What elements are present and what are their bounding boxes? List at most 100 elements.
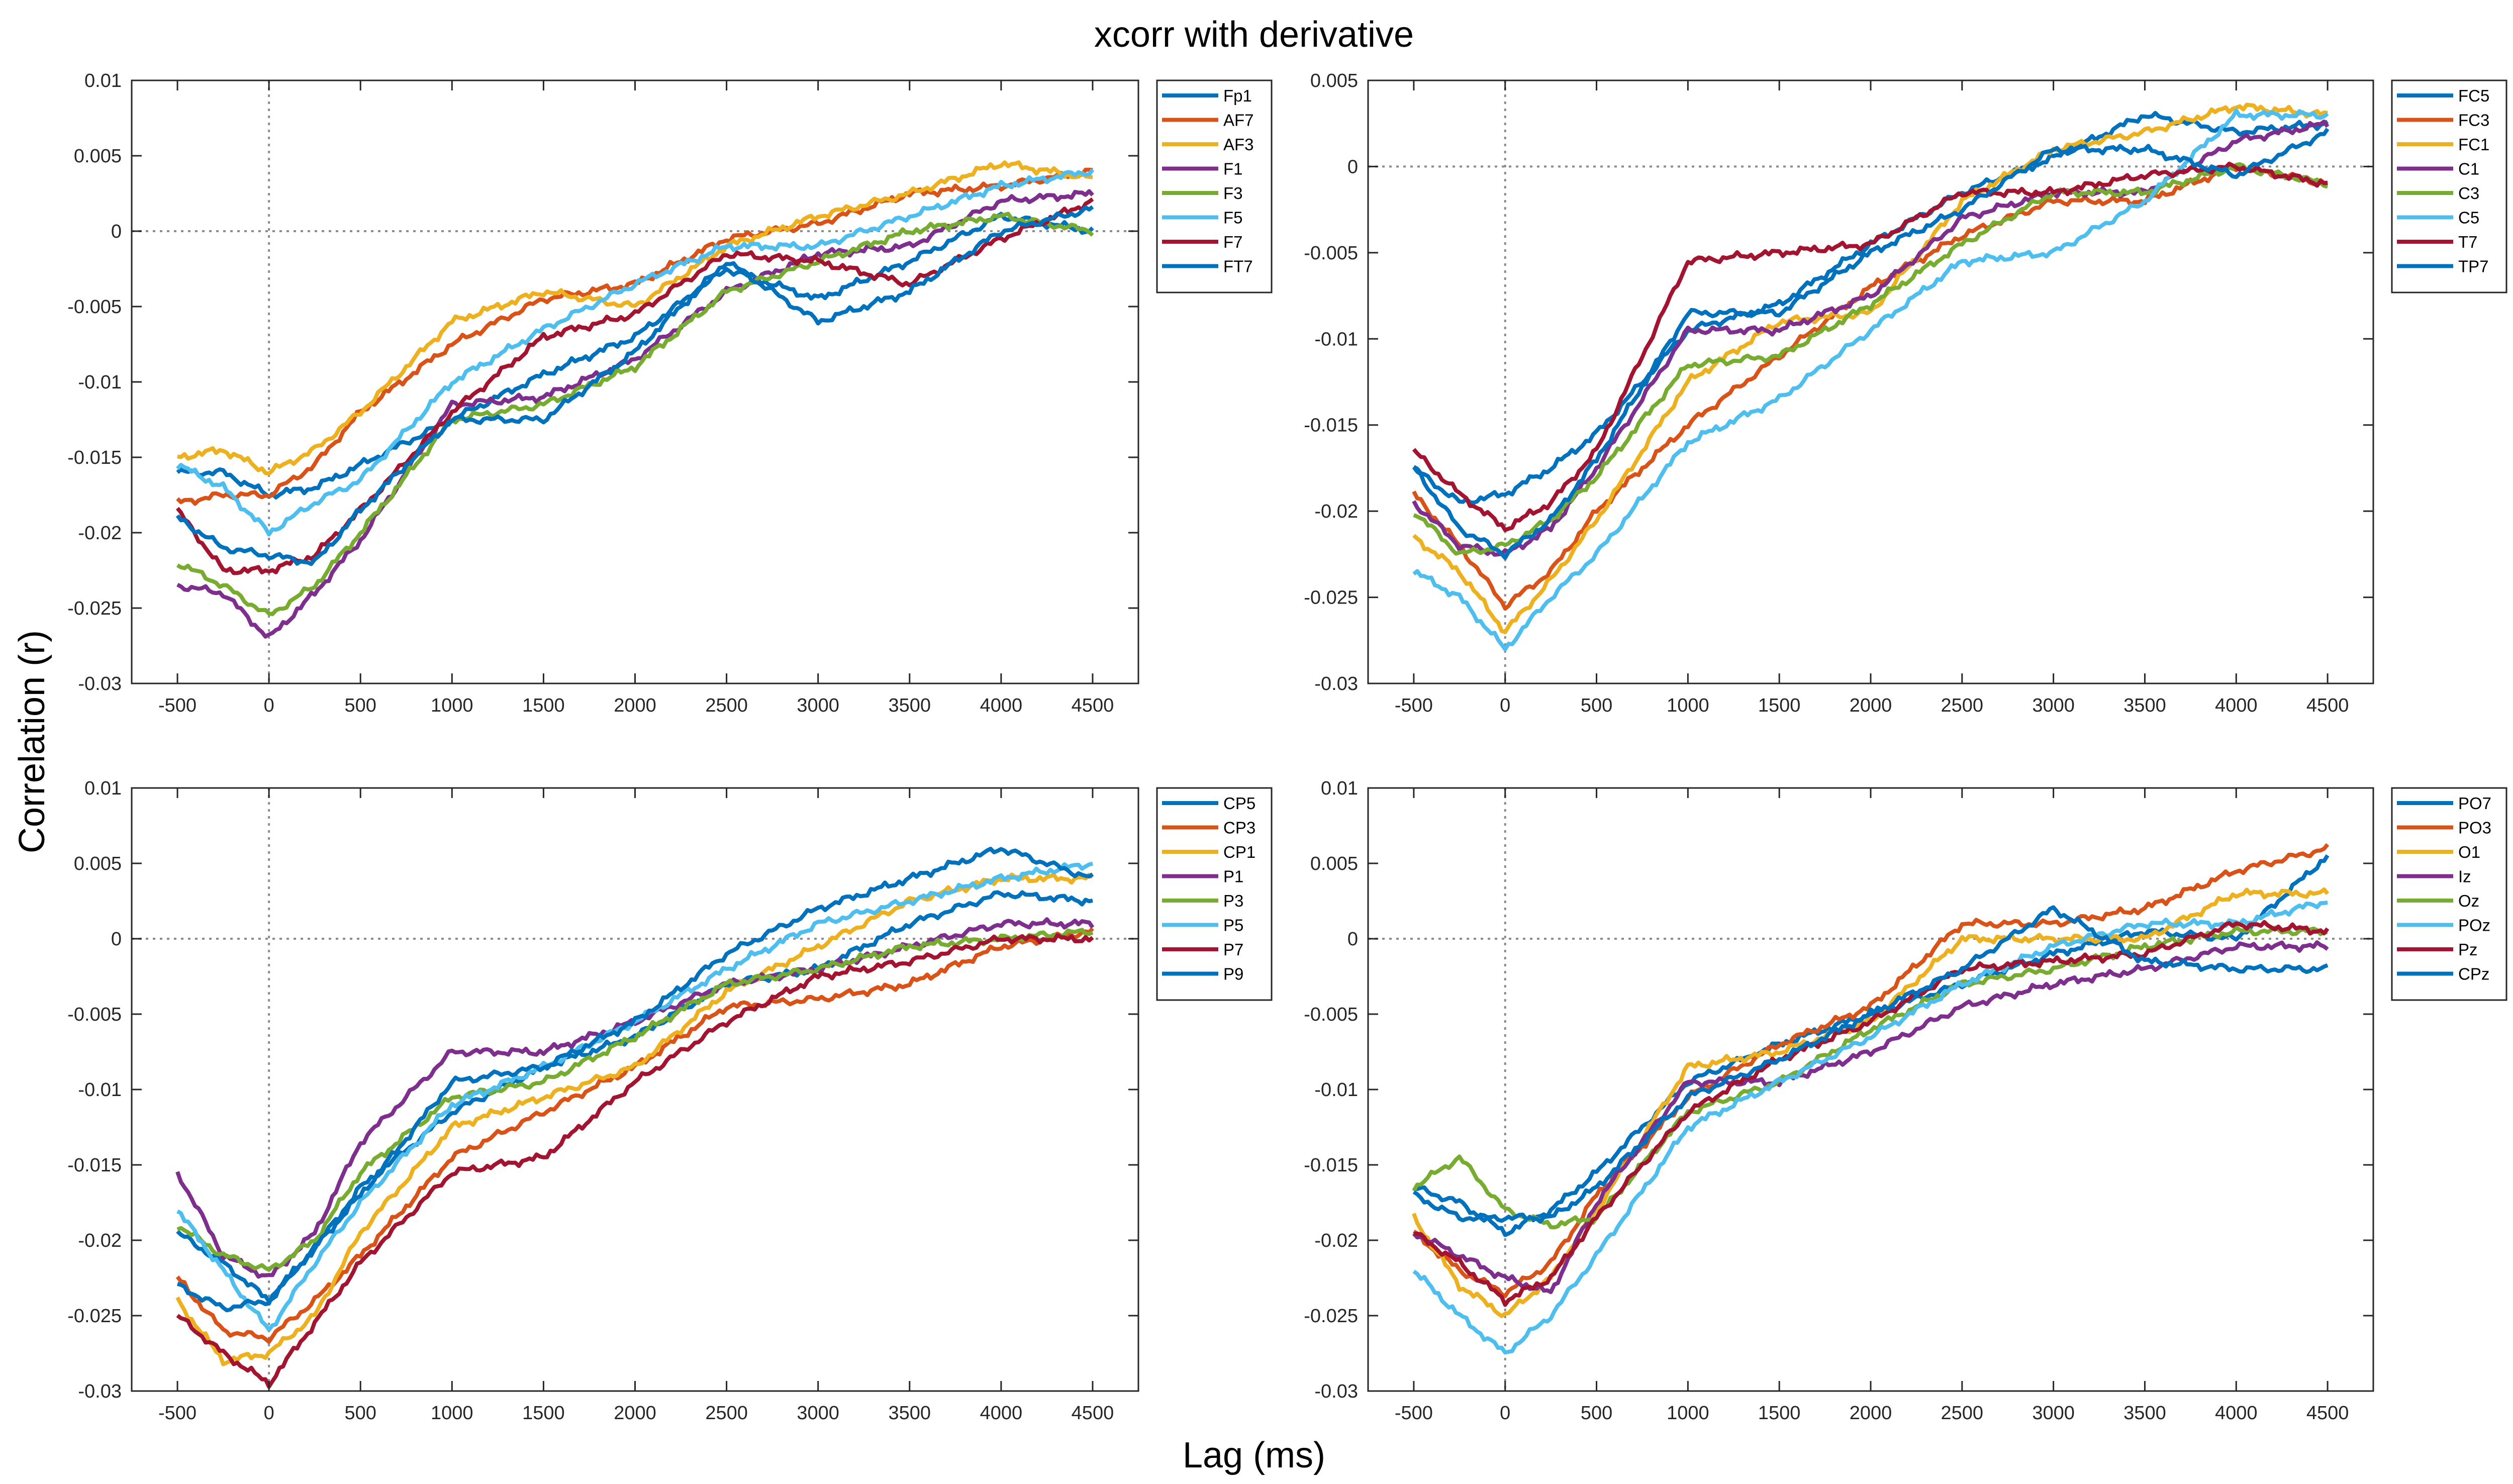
legend-label: F1: [1223, 160, 1243, 178]
y-tick-label: 0: [1347, 929, 1358, 950]
series-line-fp1: [176, 212, 1094, 500]
series-line-f5: [176, 168, 1095, 537]
legend-label: P9: [1223, 965, 1243, 983]
legend-box: [1156, 79, 1273, 293]
y-tick-label: -0.005: [1304, 243, 1358, 264]
x-tick-label: 2500: [705, 695, 748, 716]
x-tick-label: 1000: [431, 1403, 473, 1424]
x-tick-label: 500: [1581, 695, 1612, 716]
legend-label: P1: [1223, 867, 1243, 886]
legend-label: CP1: [1223, 843, 1255, 861]
x-tick-label: 1500: [1758, 1403, 1801, 1424]
y-tick-label: -0.03: [1314, 673, 1358, 695]
x-tick-label: 0: [264, 695, 274, 716]
y-tick-label: -0.02: [1314, 501, 1358, 522]
legend-label: PO3: [2458, 819, 2491, 837]
legend-label: FC1: [2458, 135, 2489, 154]
x-tick-label: 3500: [888, 1403, 931, 1424]
x-tick-label: 4000: [980, 1403, 1023, 1424]
legend-label: Pz: [2458, 940, 2478, 959]
y-tick-label: 0.01: [1321, 778, 1358, 799]
legend-label: C1: [2458, 160, 2479, 178]
x-tick-label: 4000: [2215, 695, 2258, 716]
legend-label: F7: [1223, 233, 1243, 251]
series-line-t7: [1412, 161, 2328, 532]
x-tick-label: 3500: [2123, 1403, 2166, 1424]
y-tick-label: -0.025: [1304, 1306, 1358, 1327]
legend-label: CPz: [2458, 965, 2489, 983]
legend: Fp1 AF7 AF3 F1 F3 F5 F7 FT7: [1156, 79, 1273, 293]
y-tick-label: -0.005: [67, 1004, 122, 1025]
series-line-tp7: [1412, 128, 2330, 560]
y-tick-label: -0.02: [78, 1230, 122, 1251]
x-tick-label: -500: [158, 1403, 197, 1424]
x-tick-label: 3500: [2123, 695, 2166, 716]
legend: CP5 CP3 CP1 P1 P3 P5 P7 P9: [1156, 787, 1273, 1001]
legend-label: C5: [2458, 209, 2479, 227]
y-tick-label: 0.005: [1310, 853, 1358, 874]
x-tick-label: 0: [1500, 1403, 1510, 1424]
y-tick-label: -0.025: [67, 1306, 122, 1327]
y-axis-label: Correlation (r): [12, 630, 52, 853]
legend-label: O1: [2458, 843, 2480, 861]
series-line-c3: [1413, 162, 2328, 556]
y-tick-label: 0: [1347, 156, 1358, 177]
subplot-grid: -500 0 500 1000 1500 2000 2500 3000 3500 4000 4500…: [67, 70, 2507, 1424]
y-tick-label: -0.015: [1304, 1155, 1358, 1176]
subplot-3: -500 0 500 1000 1500 2000 2500 3000 3500 4000 4500…: [67, 778, 1273, 1424]
y-tick-label: -0.01: [1314, 1079, 1358, 1101]
x-tick-label: 4500: [2306, 695, 2349, 716]
legend-label: CP3: [1223, 819, 1255, 837]
x-tick-label: 2000: [1850, 1403, 1892, 1424]
legend-label: AF7: [1223, 111, 1254, 130]
legend-label: FC3: [2458, 111, 2489, 130]
x-tick-label: 1500: [1758, 695, 1801, 716]
x-tick-label: 2500: [705, 1403, 748, 1424]
series-line-f3: [176, 212, 1094, 616]
series-line-fc3: [1412, 164, 2328, 611]
series-line-f1: [176, 189, 1094, 639]
x-tick-label: 4000: [980, 695, 1023, 716]
series-line-po7: [1413, 854, 2330, 1237]
y-tick-label: -0.015: [67, 1155, 122, 1176]
y-tick-label: -0.02: [78, 523, 122, 544]
legend-label: F5: [1223, 209, 1243, 227]
series-line-cp5: [176, 890, 1093, 1304]
x-tick-label: 1000: [1667, 1403, 1709, 1424]
legend-label: POz: [2458, 916, 2490, 935]
legend-label: TP7: [2458, 257, 2489, 276]
y-tick-label: -0.015: [67, 447, 122, 468]
y-tick-label: 0: [111, 929, 122, 950]
x-tick-label: -500: [158, 695, 197, 716]
y-tick-label: -0.03: [78, 673, 122, 695]
legend-label: PO7: [2458, 794, 2491, 813]
legend-box: [1156, 787, 1273, 1001]
x-tick-label: 2000: [1850, 695, 1892, 716]
y-tick-label: -0.01: [1314, 329, 1358, 350]
series-line-po3: [1412, 843, 2330, 1299]
series-line-p3: [176, 928, 1094, 1272]
legend-label: Fp1: [1223, 86, 1252, 105]
y-tick-label: 0: [111, 221, 122, 242]
subplot-4: -500 0 500 1000 1500 2000 2500 3000 3500 4000 4500…: [1304, 778, 2507, 1424]
legend-label: T7: [2458, 233, 2478, 251]
x-tick-label: 2000: [614, 695, 656, 716]
legend-label: FT7: [1223, 257, 1253, 276]
series-line-p9: [177, 847, 1094, 1313]
legend-label: P5: [1223, 916, 1243, 935]
legend-label: FC5: [2458, 86, 2489, 105]
figure-title: xcorr with derivative: [1094, 15, 1414, 55]
x-tick-label: 4500: [1072, 695, 1114, 716]
x-tick-label: 1500: [522, 695, 565, 716]
x-tick-label: 1500: [522, 1403, 565, 1424]
x-tick-label: 2500: [1941, 695, 1984, 716]
legend-box: [2391, 79, 2507, 293]
x-tick-label: 1000: [431, 695, 473, 716]
y-tick-label: 0.01: [84, 70, 122, 91]
x-tick-label: 4000: [2215, 1403, 2258, 1424]
legend-box: [2391, 787, 2507, 1001]
x-axis-label: Lag (ms): [1183, 1435, 1325, 1475]
y-tick-label: -0.025: [1304, 587, 1358, 609]
series-line-poz: [1412, 901, 2328, 1355]
